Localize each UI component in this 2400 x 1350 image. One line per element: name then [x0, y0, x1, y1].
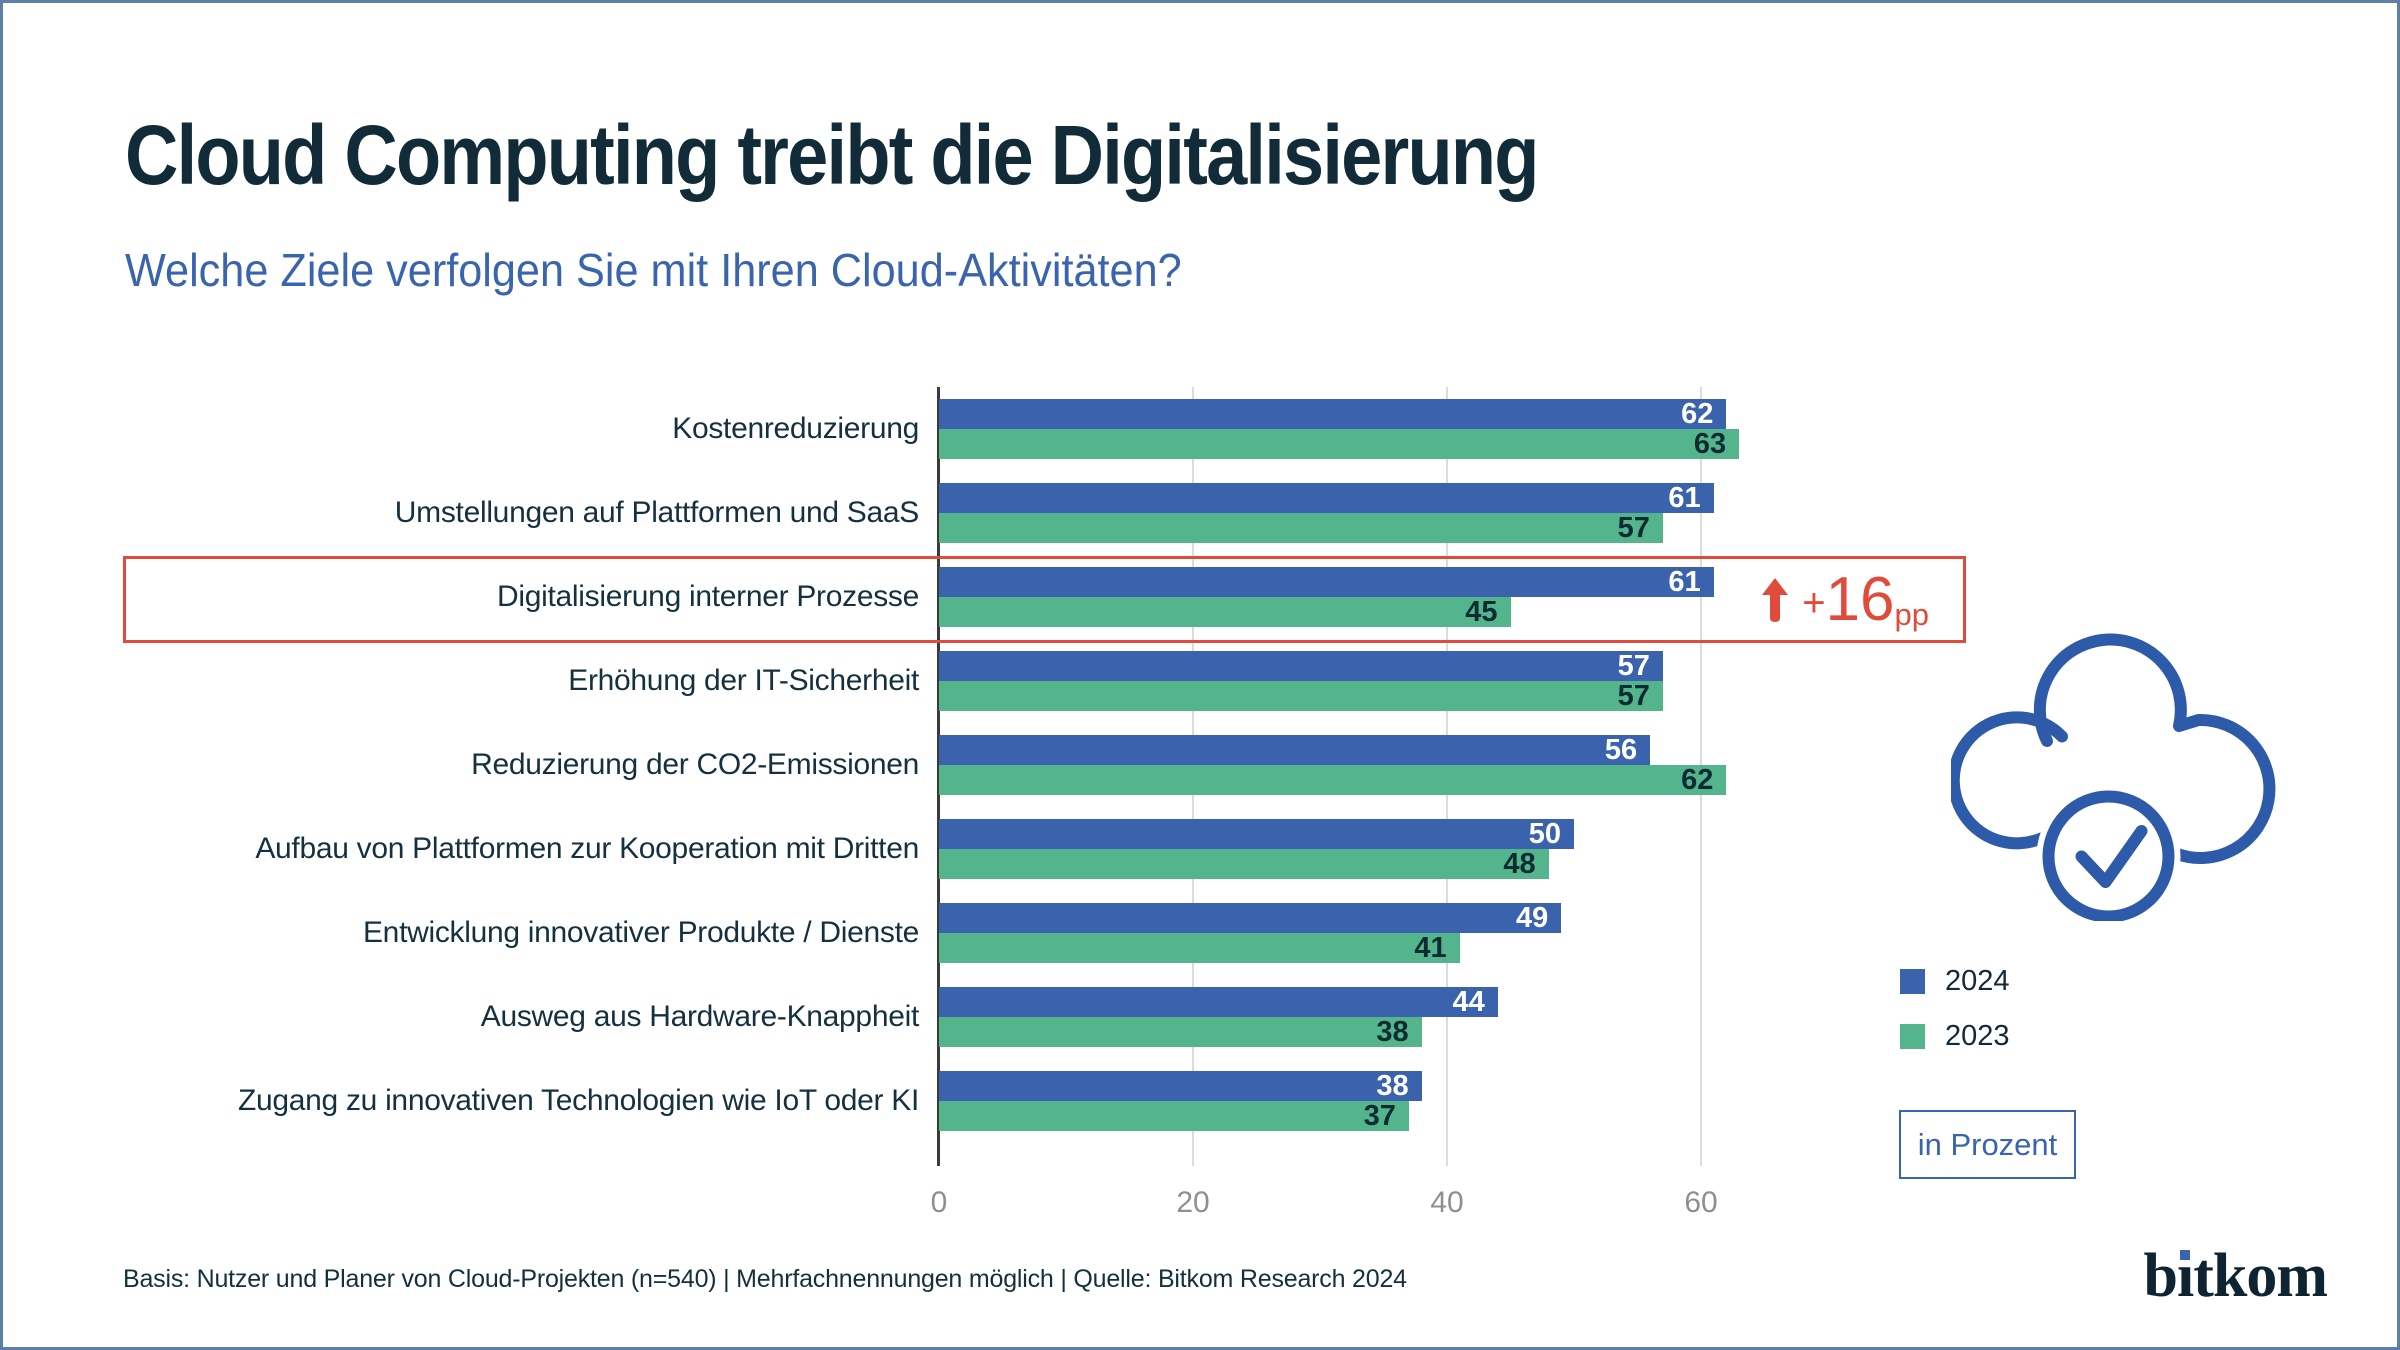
bar-2023: 37 — [939, 1101, 1409, 1131]
category-label: Zugang zu innovativen Technologien wie I… — [237, 1084, 919, 1117]
x-tick-label-20: 20 — [1176, 1186, 1210, 1219]
value-label-2024: 50 — [1528, 818, 1561, 850]
bar-group: 57 57 — [939, 651, 1663, 711]
bar-2024: 61 — [939, 483, 1714, 513]
bar-2024: 50 — [939, 819, 1574, 849]
value-label-2024: 62 — [1681, 398, 1714, 430]
bar-2024: 61 — [939, 567, 1714, 597]
bar-2023: 63 — [939, 428, 1740, 460]
bar-2023: 38 — [939, 1017, 1422, 1047]
delta-value: 16 — [1825, 564, 1895, 634]
x-tick-label-60: 60 — [1684, 1186, 1718, 1219]
check-circle — [2042, 790, 2175, 921]
bar-group: 62 63 — [939, 398, 1740, 460]
category-label: Ausweg aus Hardware-Knappheit — [480, 1000, 920, 1033]
delta-annotation: + 16 pp — [1762, 564, 1929, 634]
category-label: Digitalisierung interner Prozesse — [497, 580, 919, 613]
bar-2023: 62 — [939, 764, 1727, 796]
y-axis-line — [937, 387, 940, 1166]
bar-2024: 49 — [939, 902, 1562, 934]
legend-swatch-2024 — [1900, 969, 1925, 994]
legend-label: 2023 — [1945, 1020, 2010, 1052]
value-label-2024: 61 — [1668, 566, 1701, 598]
value-label-2024: 56 — [1604, 734, 1638, 766]
bar-group: 61 45 — [939, 567, 1714, 627]
value-label-2024: 49 — [1516, 902, 1549, 934]
bar-2023: 48 — [939, 849, 1549, 879]
bar-chart-plot-area: 62 63 61 57 61 45 57 57 56 62 50 48 49 41 44 38 38 37 — [937, 387, 1779, 1166]
value-label-2024: 44 — [1452, 986, 1485, 1018]
bar-2023: 45 — [939, 597, 1511, 627]
category-label-column: Kostenreduzierung Umstellungen auf Plattf… — [123, 387, 919, 1166]
value-label-2023: 48 — [1503, 848, 1536, 880]
legend-label: 2024 — [1945, 965, 2010, 997]
legend-item-2024: 2024 — [1900, 965, 2010, 998]
bar-2024: 62 — [939, 398, 1727, 430]
bitkom-logo: bıtkom — [2143, 1241, 2328, 1321]
chart-question-subtitle: Welche Ziele verfolgen Sie mit Ihren Clo… — [125, 244, 1182, 296]
value-label-2023: 45 — [1465, 596, 1498, 628]
source-footnote: Basis: Nutzer und Planer von Cloud-Proje… — [123, 1265, 1407, 1293]
value-label-2024: 61 — [1668, 482, 1701, 514]
delta-unit: pp — [1894, 596, 1929, 632]
bar-group: 38 37 — [939, 1071, 1422, 1131]
bar-group: 56 62 — [939, 734, 1727, 796]
bar-group: 50 48 — [939, 819, 1574, 879]
bar-2024: 44 — [939, 987, 1498, 1017]
bar-2024: 57 — [939, 651, 1663, 681]
category-label: Reduzierung der CO2-Emissionen — [471, 748, 919, 781]
bitkom-logo-blue-dot — [2179, 1250, 2190, 1260]
unit-label: in Prozent — [1917, 1126, 2058, 1162]
legend-item-2023: 2023 — [1900, 1020, 2010, 1053]
legend-swatch-2023 — [1900, 1024, 1925, 1049]
bar-group: 49 41 — [939, 902, 1562, 963]
value-label-2023: 41 — [1414, 932, 1447, 964]
bar-2024: 38 — [939, 1071, 1422, 1101]
bar-2023: 57 — [939, 513, 1663, 543]
checkmark — [2075, 825, 2148, 888]
bar-2023: 57 — [939, 681, 1663, 711]
value-label-2023: 57 — [1617, 512, 1650, 544]
value-label-2023: 63 — [1693, 428, 1727, 460]
value-label-2023: 62 — [1681, 764, 1714, 796]
bar-group: 61 57 — [939, 483, 1714, 543]
highlight-box-digitalisierung: + 16 pp — [123, 556, 1966, 643]
value-label-2023: 37 — [1363, 1100, 1396, 1132]
category-label: Umstellungen auf Plattformen und SaaS — [394, 496, 920, 529]
value-label-2024: 57 — [1617, 650, 1650, 682]
category-label: Entwicklung innovativer Produkte / Diens… — [362, 916, 919, 949]
value-label-2023: 38 — [1376, 1016, 1409, 1048]
x-axis-tick-labels: 0 20 40 60 — [3, 1186, 2397, 1226]
x-tick-label-0: 0 — [930, 1186, 948, 1219]
x-tick-label-40: 40 — [1430, 1186, 1464, 1219]
cloud-check-icon — [1951, 633, 2276, 921]
bitkom-logo-text: bıtkom — [2143, 1242, 2328, 1310]
value-label-2024: 38 — [1376, 1070, 1409, 1102]
bar-group: 44 38 — [939, 987, 1498, 1047]
chart-legend: 2024 2023 — [1900, 965, 2010, 1075]
category-label: Erhöhung der IT-Sicherheit — [568, 664, 919, 697]
bar-2023: 41 — [939, 933, 1460, 963]
delta-plus-sign: + — [1802, 581, 1826, 625]
category-label: Aufbau von Plattformen zur Kooperation m… — [255, 832, 919, 865]
unit-label-box: in Prozent — [1899, 1110, 2076, 1179]
bar-2024: 56 — [939, 734, 1651, 766]
value-label-2023: 57 — [1617, 680, 1650, 712]
category-label: Kostenreduzierung — [672, 412, 919, 445]
up-arrow-icon — [1762, 577, 1789, 622]
page-title: Cloud Computing treibt die Digitalisieru… — [125, 108, 1539, 202]
